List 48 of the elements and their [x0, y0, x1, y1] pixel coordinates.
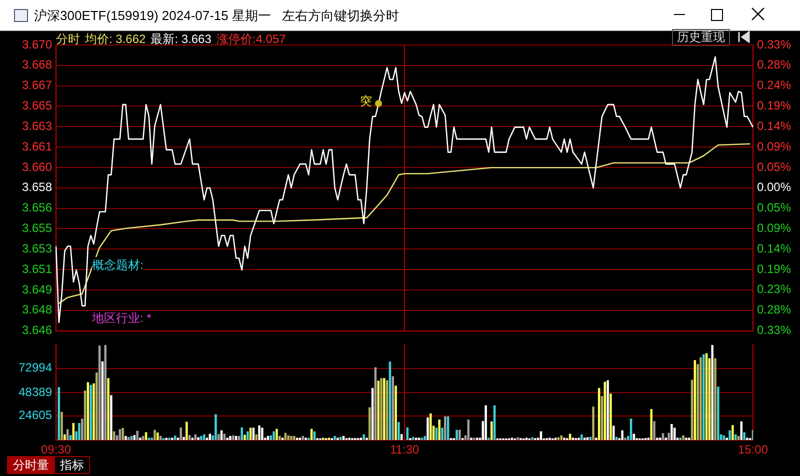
y-tick-label: 3.667: [22, 78, 52, 92]
y-tick-label: 3.668: [22, 58, 52, 72]
y2-tick-label: 0.28%: [757, 302, 792, 317]
chart-subtitle: 左右方向键切换分时: [282, 8, 399, 23]
y2-tick-label: 0.28%: [757, 58, 792, 72]
y-tick-label: 3.665: [22, 98, 52, 113]
y-tick-label: 3.649: [22, 282, 52, 296]
y2-tick-label: 0.05%: [757, 200, 792, 215]
y2-tick-label: 0.33%: [757, 37, 792, 52]
y-tick-label: 3.660: [22, 160, 52, 174]
y2-tick-label: 0.23%: [757, 282, 792, 296]
annotation: 涨停价:4.057: [216, 32, 286, 46]
y-tick-label: 3.651: [22, 262, 52, 276]
y-tick-label: 3.653: [22, 241, 52, 256]
y-tick-label: 3.670: [22, 37, 52, 52]
y-tick-label: 3.661: [22, 139, 52, 154]
y2-tick-label: 0.00%: [757, 180, 792, 194]
y-tick-label: 3.655: [22, 221, 52, 236]
text: 分时量: [13, 458, 49, 472]
y-tick-label: 3.646: [22, 323, 52, 338]
y2-tick-label: 0.19%: [757, 98, 792, 113]
annotation: 概念题材:: [92, 258, 144, 272]
x-tick-label: 09:30: [40, 442, 72, 457]
x-tick-label: 15:00: [738, 442, 768, 457]
y-tick-label: 24605: [18, 408, 52, 422]
y-tick-label: 3.656: [22, 200, 52, 215]
annotation: 分时: [56, 32, 80, 46]
annotation: 突: [360, 94, 372, 108]
y2-tick-label: 0.09%: [757, 221, 792, 236]
y-tick-label: 3.663: [22, 119, 52, 134]
text: 指标: [60, 458, 84, 472]
text: 历史重现: [677, 30, 725, 44]
annotation: 最新: 3.663: [150, 32, 212, 46]
y2-tick-label: 0.14%: [757, 118, 792, 133]
y2-tick-label: 0.09%: [757, 139, 792, 154]
y2-tick-label: 0.24%: [757, 78, 792, 92]
y2-tick-label: 0.33%: [757, 323, 792, 338]
y2-tick-label: 0.05%: [757, 160, 792, 174]
y-tick-label: 3.658: [22, 180, 52, 194]
annotation: 均价: 3.662: [85, 32, 146, 46]
x-tick-label: 11:30: [390, 442, 420, 457]
y-tick-label: 72994: [18, 360, 52, 375]
chart-title: 沪深300ETF(159919) 2024-07-15 星期一: [34, 8, 272, 23]
y2-tick-label: 0.19%: [757, 262, 792, 276]
y-tick-label: 3.648: [22, 302, 52, 317]
annotation: 地区行业: *: [92, 311, 152, 325]
y2-tick-label: 0.14%: [757, 241, 792, 256]
y-tick-label: 48389: [18, 384, 52, 399]
